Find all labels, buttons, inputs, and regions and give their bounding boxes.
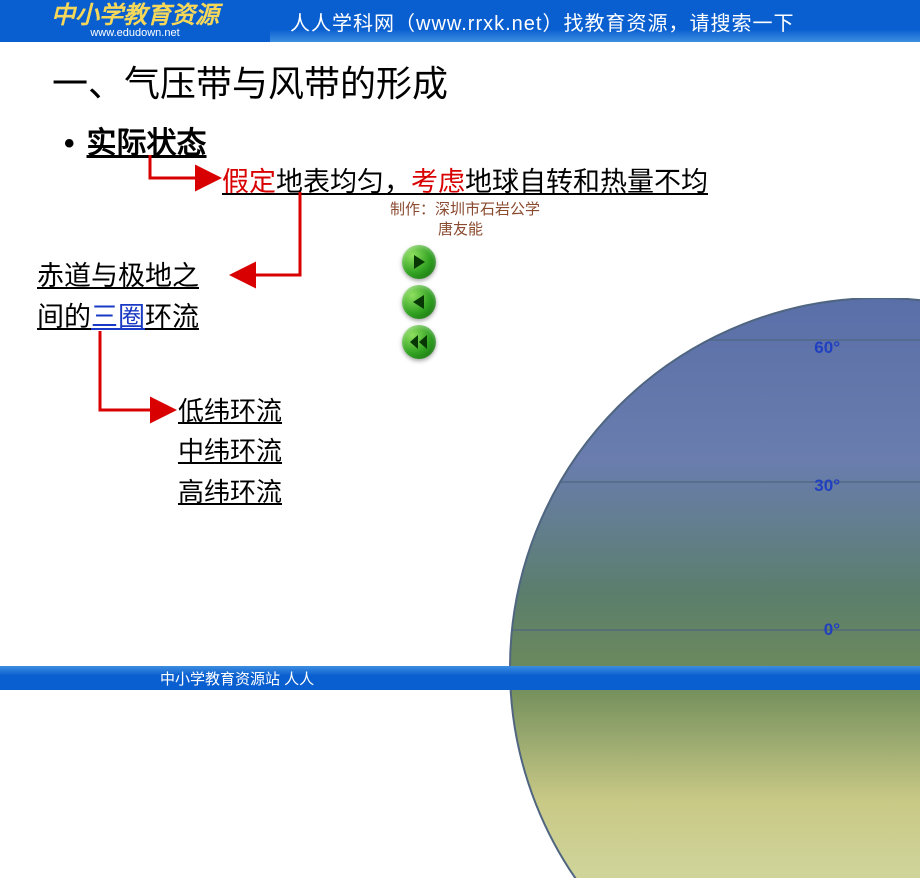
bottom-banner: 中小学教育资源站 人人 — [0, 666, 920, 690]
arrow-state-to-assumption — [150, 155, 213, 178]
footer-text: 中小学教育资源站 人人 — [160, 668, 314, 689]
arrow-assumption-to-equator — [238, 192, 300, 275]
arrow-layer — [0, 0, 920, 690]
arrow-equator-to-circ — [100, 331, 168, 410]
